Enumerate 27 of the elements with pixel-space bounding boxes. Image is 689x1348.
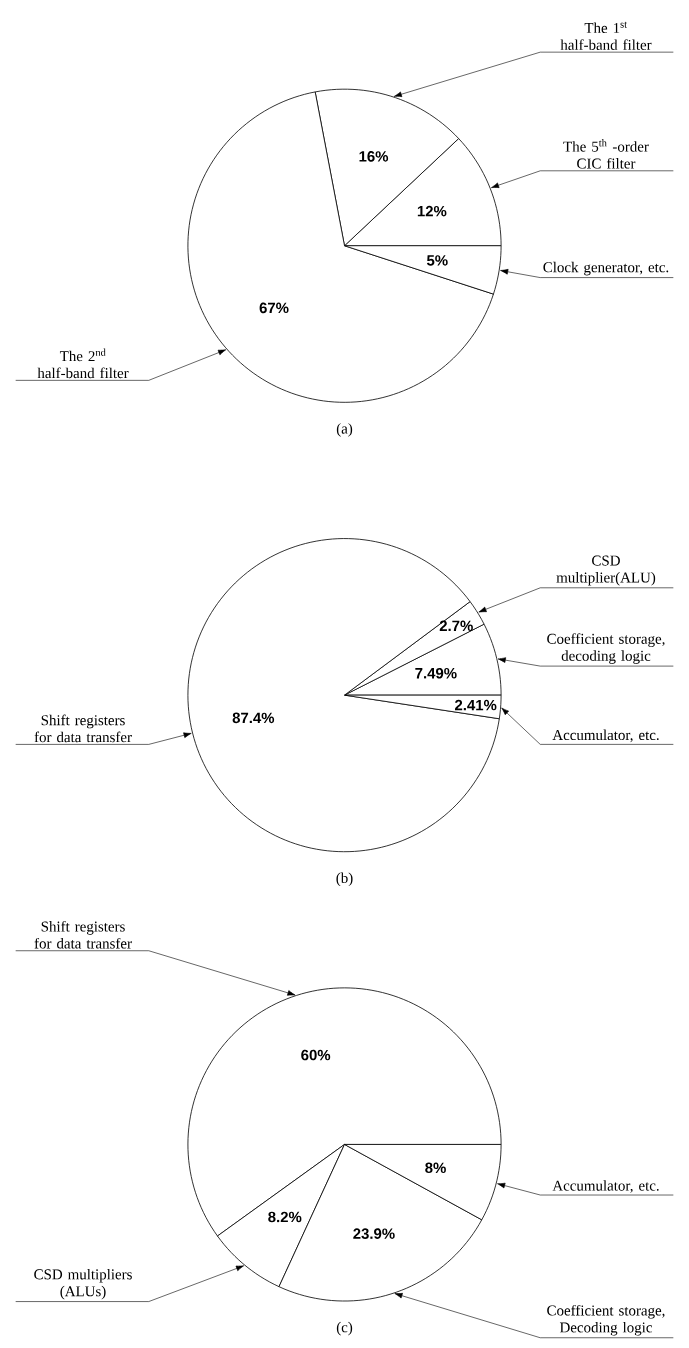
data-label: 5% bbox=[426, 255, 448, 266]
data-label: 12% bbox=[417, 205, 447, 217]
slice-label: The 1$^{st}$ half-band filter bbox=[560, 21, 652, 50]
text: (a) bbox=[336, 423, 353, 437]
slice-label: Accumulator, etc. bbox=[552, 1180, 659, 1193]
data-label: 2.7% bbox=[439, 620, 473, 632]
slice-label: CSD multipliers (ALUs) bbox=[34, 1268, 132, 1300]
data-label: 67% bbox=[259, 302, 289, 314]
slice-label: Shift registers for data transfer bbox=[34, 714, 132, 743]
slice-label: Coefficient storage, decoding logic bbox=[547, 633, 665, 664]
slice-label: The 5$^{th}$ -order CIC filter bbox=[563, 139, 649, 169]
text: (c) bbox=[336, 1321, 353, 1336]
slice-label: Coefficient storage, Decoding logic bbox=[547, 1304, 665, 1336]
data-label: 8.2% bbox=[268, 1211, 302, 1223]
data-label: 23.9% bbox=[353, 1228, 395, 1239]
data-label: 60% bbox=[301, 1049, 331, 1061]
data-label: 8% bbox=[425, 1162, 446, 1174]
slice-label: The 2$^{nd}$ half-band filter bbox=[37, 348, 129, 379]
legend-label: Clock generator, etc. bbox=[543, 261, 669, 276]
slice-label: CSD multiplier(ALU) bbox=[556, 555, 656, 586]
data-label: 87.4% bbox=[232, 712, 275, 724]
data-label: 7.49% bbox=[415, 667, 457, 679]
slice-label: Shift registers for data transfer bbox=[34, 920, 132, 949]
data-label: 16% bbox=[359, 151, 389, 162]
slice-label: Accumulator, etc. bbox=[552, 729, 659, 743]
data-label: 2.41% bbox=[454, 699, 497, 711]
text: (b) bbox=[336, 872, 353, 887]
